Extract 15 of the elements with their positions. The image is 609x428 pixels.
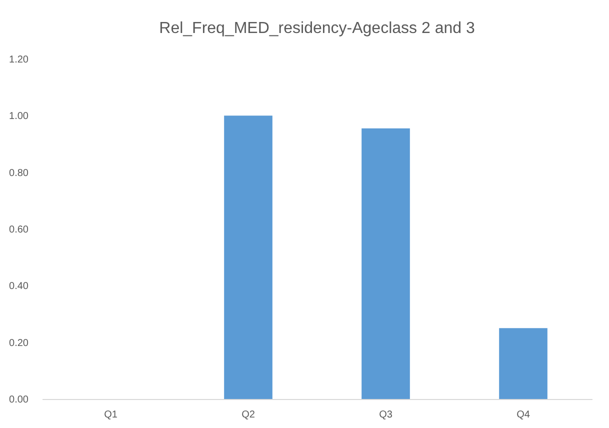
x-tick-label: Q2 [242,410,256,420]
bar [362,128,410,399]
x-tick-label: Q4 [516,410,530,420]
y-tick-label: 0.20 [9,338,29,349]
y-tick-label: 0.00 [9,394,29,406]
x-tick-label: Q3 [379,410,393,420]
chart-title: Rel_Freq_MED_residency-Ageclass 2 and 3 [159,20,475,37]
y-tick-label: 0.80 [9,168,29,179]
y-tick-label: 0.40 [9,281,29,292]
y-tick-label: 1.00 [9,111,29,122]
x-tick-label: Q1 [104,410,118,420]
y-tick-label: 0.60 [9,224,29,236]
bar [499,328,548,399]
y-tick-label: 1.20 [9,54,29,66]
bar [224,116,272,399]
